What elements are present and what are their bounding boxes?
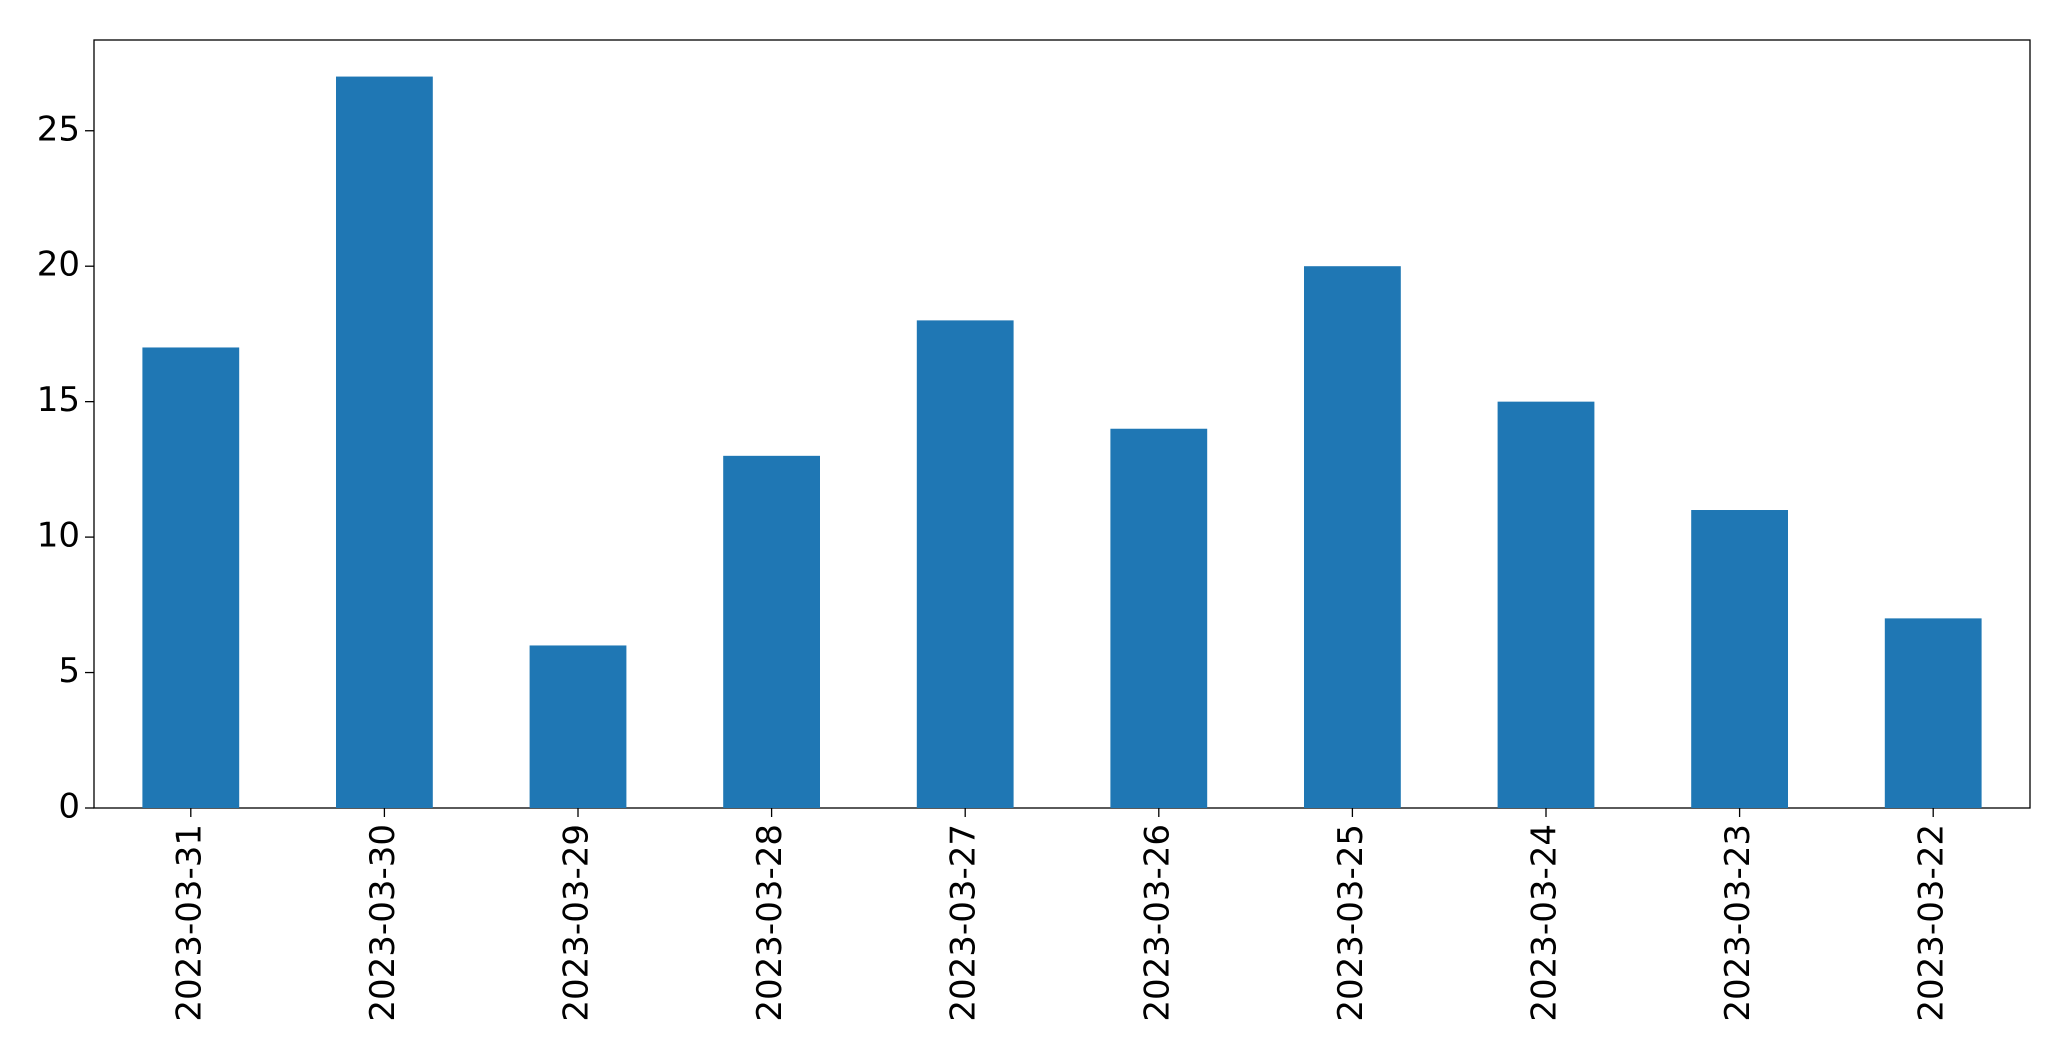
y-tick-label: 10 <box>37 516 80 556</box>
bar <box>336 76 433 809</box>
x-tick-label: 2023-03-23 <box>1718 824 1758 1022</box>
x-tick-label: 2023-03-31 <box>169 824 209 1022</box>
x-tick-label: 2023-03-24 <box>1525 824 1565 1022</box>
bar <box>723 455 820 808</box>
x-tick-label: 2023-03-28 <box>750 824 790 1022</box>
bar <box>1691 510 1788 808</box>
x-tick-label: 2023-03-22 <box>1912 824 1952 1022</box>
bar <box>1884 618 1982 808</box>
y-tick-label: 20 <box>37 245 80 285</box>
x-tick-label: 2023-03-25 <box>1331 824 1371 1022</box>
y-tick-label: 25 <box>37 109 80 149</box>
plot-frame <box>93 39 2031 809</box>
bar <box>142 347 240 808</box>
x-tick-label: 2023-03-29 <box>557 824 597 1022</box>
x-tick-label: 2023-03-26 <box>1137 824 1177 1022</box>
bar <box>529 645 627 808</box>
bar <box>916 320 1014 808</box>
bar <box>1304 266 1401 808</box>
x-tick-label: 2023-03-27 <box>944 824 984 1022</box>
bar <box>1497 401 1595 808</box>
y-tick-label: 15 <box>37 380 80 420</box>
y-tick-label: 0 <box>58 787 80 827</box>
bar <box>1110 428 1208 808</box>
y-tick-label: 5 <box>58 651 80 691</box>
x-tick-label: 2023-03-30 <box>363 824 403 1022</box>
